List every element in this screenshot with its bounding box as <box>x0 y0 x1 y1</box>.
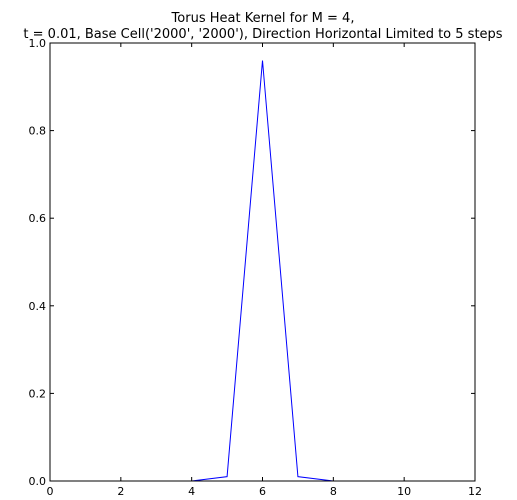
x-tick-label: 8 <box>330 485 337 498</box>
y-tick-label: 0.2 <box>29 387 47 400</box>
x-tick-label: 2 <box>117 485 124 498</box>
y-tick-label: 1.0 <box>29 37 47 50</box>
y-tick-label: 0.4 <box>29 300 47 313</box>
x-tick-label: 6 <box>259 485 266 498</box>
chart-title-line-1: Torus Heat Kernel for M = 4, <box>171 11 355 26</box>
tick-layer: 0 2 4 6 8 10 12 0.0 0.2 0.4 0.6 0.8 1.0 <box>29 37 483 498</box>
y-tick-label: 0.8 <box>29 125 47 138</box>
x-tick-label: 10 <box>397 485 411 498</box>
x-tick-label: 4 <box>188 485 195 498</box>
x-tick-label: 12 <box>468 485 482 498</box>
chart-title-line-2: t = 0.01, Base Cell('2000', '2000'), Dir… <box>23 27 502 42</box>
y-tick-label: 0.6 <box>29 212 47 225</box>
plot-area <box>50 43 475 481</box>
plot-frame <box>49 42 476 482</box>
y-tick-label: 0.0 <box>29 475 47 488</box>
x-tick-label: 0 <box>47 485 54 498</box>
